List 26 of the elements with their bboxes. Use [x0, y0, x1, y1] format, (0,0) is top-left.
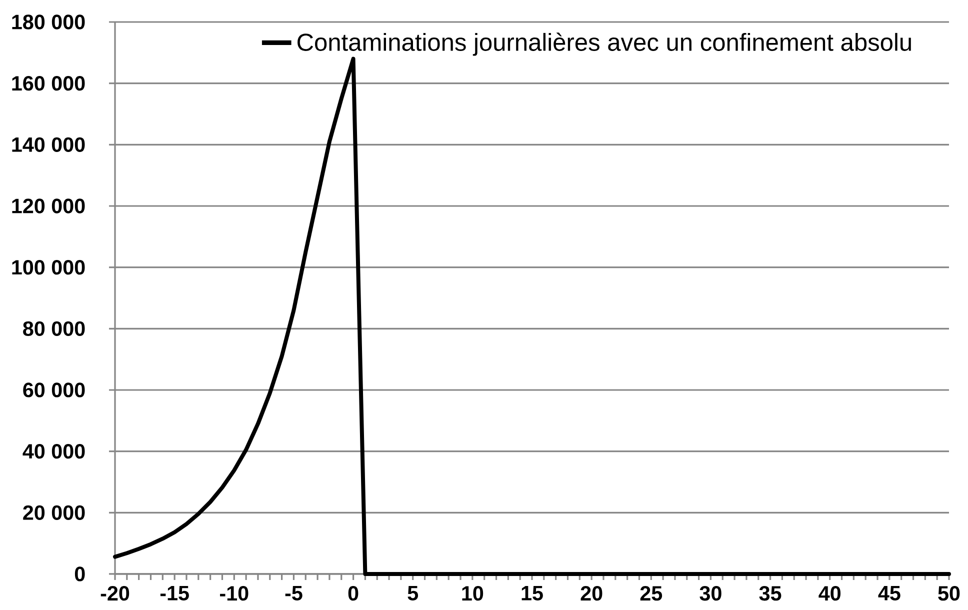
y-tick-label: 0 — [74, 566, 85, 582]
x-tick-label: 15 — [522, 586, 543, 600]
y-tick-label: 60 000 — [23, 382, 85, 398]
x-tick-label: 0 — [348, 586, 358, 601]
x-tick-label: 5 — [408, 586, 418, 600]
y-tick-label: 20 000 — [23, 505, 85, 520]
x-tick-label: -5 — [285, 586, 302, 600]
x-tick-label: 50 — [938, 586, 960, 601]
x-tick-label: 30 — [700, 586, 722, 601]
y-tick-label: 40 000 — [22, 444, 85, 459]
legend-label: Contaminations journalières avec un confinement absolu — [298, 32, 911, 56]
x-tick-label: 45 — [878, 586, 900, 600]
x-tick-label: 10 — [462, 586, 484, 601]
y-tick-label: 80 000 — [23, 321, 85, 336]
x-tick-label: 25 — [640, 586, 662, 601]
y-tick-label: 100 000 — [12, 260, 85, 275]
x-tick-label: 20 — [580, 586, 602, 601]
y-tick-label: 140 000 — [12, 137, 85, 152]
y-tick-label: 180 000 — [12, 14, 85, 30]
x-tick-label: -10 — [220, 586, 248, 601]
x-tick-label: -15 — [160, 586, 189, 600]
x-tick-label: -20 — [100, 586, 130, 601]
x-tick-label: 40 — [818, 586, 840, 601]
x-tick-label: 35 — [759, 586, 782, 601]
y-tick-label: 120 000 — [12, 198, 85, 214]
y-tick-label: 160 000 — [12, 76, 85, 91]
